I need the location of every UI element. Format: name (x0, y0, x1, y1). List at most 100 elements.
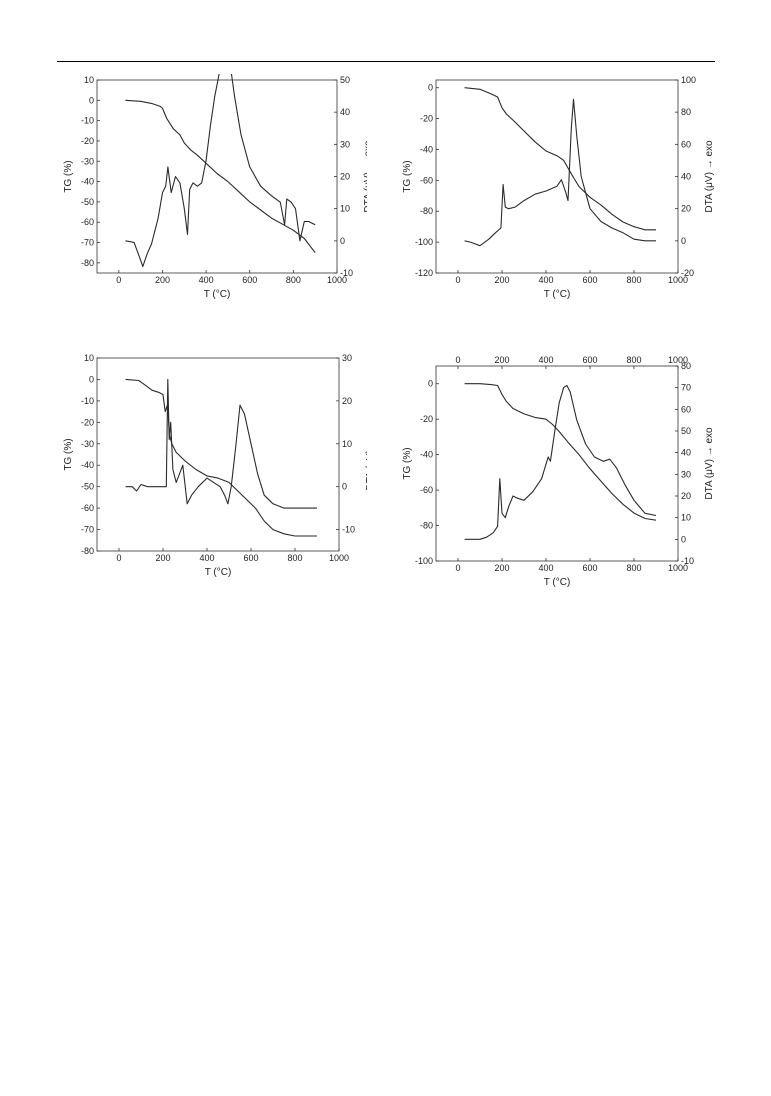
chart-panel-d: 0 200 400 600 800 1000 0 200 400 600 800 1000 0 -20 -4… (396, 352, 716, 607)
x-tick-label: 600 (582, 275, 597, 285)
y-axis-label: TG (%) (402, 447, 413, 479)
y-tick-label: -80 (81, 258, 94, 268)
y2-tick-label: 30 (342, 353, 352, 363)
dta-curve (464, 384, 657, 540)
y-tick-label: -40 (81, 177, 94, 187)
y2-tick-label: 10 (340, 204, 350, 214)
y-axis-label: TG (%) (402, 160, 413, 192)
x-tick-label: 1000 (668, 275, 688, 285)
y-tick-label: -50 (81, 482, 94, 492)
y-tick-label: -60 (81, 217, 94, 227)
y2-axis-label: DTA (μV) → exo (704, 427, 715, 500)
y2-tick-label: 0 (681, 236, 686, 246)
y-axis-label: TG (%) (63, 438, 74, 470)
y2-tick-label: 40 (340, 107, 350, 117)
y2-tick-label: 20 (681, 491, 691, 501)
tg-curve (464, 383, 657, 521)
x2-tick-label: 200 (494, 355, 509, 365)
y2-tick-label: 30 (340, 139, 350, 149)
x-axis-label: T (°C) (544, 577, 571, 588)
y2-tick-label: 20 (342, 396, 352, 406)
chart-panel-b: 0 200 400 600 800 1000 0 -20 -40 -60 -80 -100 -120 10… (396, 74, 716, 324)
y-tick-label: -20 (420, 114, 433, 124)
y-tick-label: -40 (420, 144, 433, 154)
y-tick-label: 0 (89, 95, 94, 105)
x2-tick-label: 400 (538, 355, 553, 365)
y2-tick-label: 50 (340, 75, 350, 85)
y2-tick-label: 0 (342, 482, 347, 492)
chart-c: 0 200 400 600 800 1000100-10-20-30-40-50-60-7… (63, 353, 376, 578)
x-tick-label: 400 (199, 275, 214, 285)
x-tick-label: 0 (455, 563, 460, 573)
x-axis-label: T (°C) (544, 289, 571, 300)
y-tick-label: 0 (428, 83, 433, 93)
y2-tick-label: 60 (681, 404, 691, 414)
x-tick-label: 600 (242, 275, 257, 285)
y-tick-label: -50 (81, 197, 94, 207)
header-rule (57, 61, 715, 62)
y-tick-label: -100 (415, 237, 433, 247)
plot-frame (96, 79, 338, 274)
plot-frame (435, 79, 679, 274)
y-tick-label: -70 (81, 525, 94, 535)
x-tick-label: 400 (199, 553, 214, 563)
x-tick-label: 200 (494, 563, 509, 573)
y-tick-label: -20 (420, 414, 433, 424)
y-tick-label: 10 (84, 75, 94, 85)
y-tick-label: -10 (81, 396, 94, 406)
y-tick-label: -40 (420, 450, 433, 460)
y2-tick-label: -10 (340, 268, 353, 278)
x-tick-label: 800 (287, 553, 302, 563)
x-tick-label: 1000 (668, 563, 688, 573)
x-tick-label: 800 (626, 563, 641, 573)
x-tick-label: 800 (286, 275, 301, 285)
chart-panel-a: 0 200 400 600 800 1000 10 0 -10 -20 -30 -40 -50 -60 -7… (57, 50, 374, 324)
y2-tick-label: 80 (681, 361, 691, 371)
tg-curve (125, 99, 316, 254)
y2-tick-label: 80 (681, 107, 691, 117)
x-tick-label: 200 (155, 553, 170, 563)
y-tick-label: -60 (81, 503, 94, 513)
y2-tick-label: 40 (681, 172, 691, 182)
y-tick-label: -120 (415, 268, 433, 278)
y-tick-label: -10 (81, 116, 94, 126)
dta-curve (125, 378, 317, 509)
x-tick-label: 800 (626, 275, 641, 285)
y2-tick-label: 70 (681, 383, 691, 393)
chart-a: 0 200 400 600 800 1000100-10-20-30-40-50-60-7… (63, 50, 374, 300)
y-tick-label: -30 (81, 439, 94, 449)
x-tick-label: 0 (116, 275, 121, 285)
y2-tick-label: 60 (681, 139, 691, 149)
x-tick-label: 0 (455, 275, 460, 285)
x-tick-label: 1000 (327, 275, 347, 285)
y2-tick-label: 10 (681, 513, 691, 523)
y-tick-label: -20 (81, 136, 94, 146)
chart-b: 0 200 400 600 800 10000-20-40-60-80-100-12010… (402, 75, 715, 300)
y-tick-label: -100 (415, 556, 433, 566)
y2-axis-label: DTA (μV) → exo (365, 418, 367, 491)
y-tick-label: -70 (81, 238, 94, 248)
y-tick-label: 0 (428, 379, 433, 389)
y-tick-label: 10 (84, 353, 94, 363)
y-tick-label: -30 (81, 156, 94, 166)
x-tick-label: 1000 (329, 553, 349, 563)
y2-tick-label: 0 (340, 236, 345, 246)
y2-tick-label: 30 (681, 469, 691, 479)
y2-tick-label: 40 (681, 448, 691, 458)
x-tick-label: 400 (538, 563, 553, 573)
dta-curve (125, 50, 316, 268)
x-tick-label: 200 (155, 275, 170, 285)
x-tick-label: 600 (243, 553, 258, 563)
y-tick-label: -80 (420, 521, 433, 531)
y2-tick-label: 0 (681, 534, 686, 544)
y2-tick-label: 100 (681, 75, 696, 85)
y-tick-label: -80 (81, 546, 94, 556)
plot-frame (96, 357, 340, 552)
x2-tick-label: 800 (626, 355, 641, 365)
x-tick-label: 600 (582, 563, 597, 573)
plot-frame (435, 365, 679, 562)
tg-curve (464, 87, 656, 231)
y2-axis-label: DTA (μV) → exo (363, 140, 367, 213)
x-tick-label: 0 (116, 553, 121, 563)
